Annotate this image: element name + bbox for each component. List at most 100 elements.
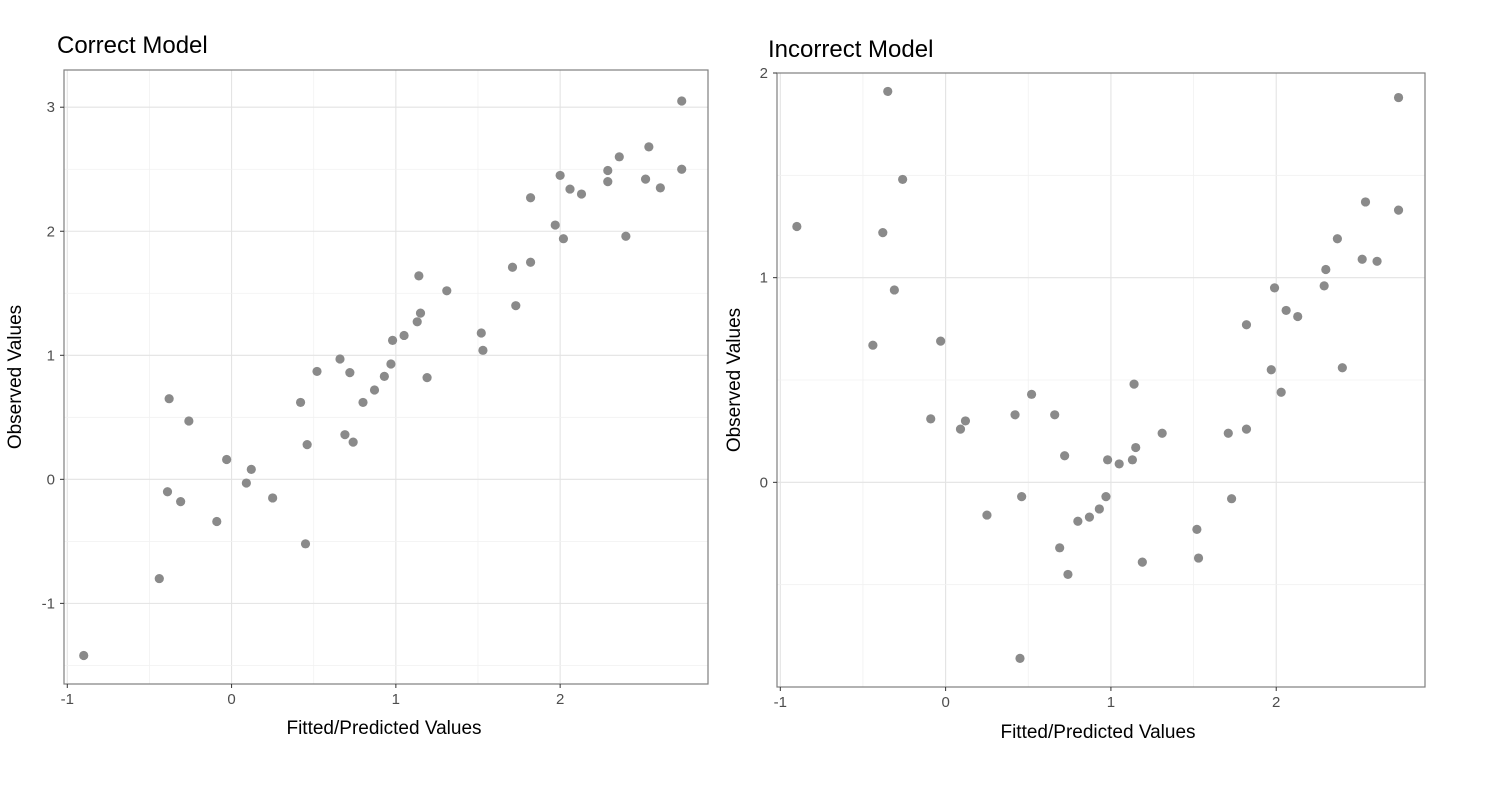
data-point <box>386 359 396 369</box>
data-point <box>476 328 486 338</box>
data-point <box>677 96 687 106</box>
x-tick-label: -1 <box>61 691 74 708</box>
data-point <box>302 440 312 450</box>
data-point <box>883 86 893 97</box>
data-point <box>1360 197 1371 207</box>
data-point <box>1372 256 1382 266</box>
data-point <box>1393 92 1404 103</box>
data-point <box>335 354 345 364</box>
data-point <box>1026 389 1037 399</box>
y-tick-label: 3 <box>47 99 55 116</box>
data-point <box>295 397 306 408</box>
data-point <box>422 373 432 383</box>
data-point <box>79 650 89 661</box>
data-point <box>576 189 587 199</box>
data-point <box>1226 494 1237 504</box>
data-point <box>644 142 654 152</box>
data-point <box>1055 543 1065 553</box>
data-point <box>677 164 687 174</box>
x-axis-title: Fitted/Predicted Values <box>286 718 481 739</box>
data-point <box>1094 504 1104 514</box>
data-point <box>507 262 518 272</box>
data-point <box>603 177 613 187</box>
y-tick-label: 1 <box>47 347 55 364</box>
data-point <box>1192 524 1202 535</box>
y-tick-label: 2 <box>760 65 768 82</box>
y-tick-label: -1 <box>42 595 55 612</box>
data-point <box>369 385 380 395</box>
data-point <box>1357 254 1367 264</box>
data-point <box>1319 281 1329 291</box>
data-point <box>640 174 651 184</box>
data-point <box>550 220 560 230</box>
x-tick-label: 0 <box>941 694 949 711</box>
data-point <box>1321 264 1331 275</box>
data-point <box>358 397 368 408</box>
data-point <box>348 437 358 447</box>
y-tick-label: 0 <box>47 471 55 488</box>
chart-title: Incorrect Model <box>768 36 933 63</box>
data-point <box>412 317 422 327</box>
data-point <box>1266 365 1276 375</box>
data-point <box>898 174 908 185</box>
data-point <box>414 271 424 281</box>
data-point <box>312 366 322 377</box>
data-point <box>154 573 164 584</box>
data-point <box>212 516 222 527</box>
data-point <box>1332 234 1342 244</box>
grid <box>777 72 1425 687</box>
data-point <box>399 330 409 341</box>
data-point <box>936 336 946 346</box>
data-point <box>525 257 536 267</box>
plot-frame <box>63 69 709 685</box>
x-tick-label: 1 <box>392 691 400 708</box>
data-point <box>1131 442 1141 453</box>
data-point <box>960 416 971 426</box>
data-point <box>1241 320 1252 330</box>
data-point <box>1101 492 1111 502</box>
data-point <box>1060 451 1070 461</box>
data-point <box>1393 205 1404 215</box>
data-point <box>1017 492 1027 502</box>
x-tick-label: 2 <box>1272 694 1280 711</box>
data-point <box>379 371 389 381</box>
x-axis-title: Fitted/Predicted Values <box>1000 722 1195 743</box>
data-point <box>300 539 311 549</box>
data-point <box>511 301 521 311</box>
data-point <box>222 454 232 465</box>
data-point <box>878 228 888 238</box>
data-points <box>79 96 687 661</box>
data-point <box>565 184 575 194</box>
data-point <box>1050 410 1060 420</box>
data-point <box>1281 305 1291 316</box>
data-point <box>955 424 966 434</box>
chart-title: Correct Model <box>57 32 208 59</box>
data-point <box>184 416 194 426</box>
data-point <box>1337 363 1347 373</box>
data-point <box>982 510 992 520</box>
x-tick-label: 0 <box>227 691 235 708</box>
y-axis-title: Observed Values <box>5 305 26 449</box>
data-point <box>268 493 278 503</box>
plot-frame <box>776 72 1426 688</box>
incorrect-model-panel: Incorrect Model -1 0 1 2 0 1 2 Fitted/Predicte… <box>724 36 1426 743</box>
x-tick-label: 2 <box>556 691 564 708</box>
data-point <box>162 487 173 497</box>
data-point <box>1010 410 1020 420</box>
y-axis-title: Observed Values <box>724 308 745 452</box>
data-point <box>1269 283 1280 293</box>
data-point <box>1129 379 1139 389</box>
data-point <box>241 478 251 488</box>
data-point <box>1157 428 1167 438</box>
y-tick-label: 2 <box>47 223 55 240</box>
data-point <box>1193 553 1204 563</box>
data-point <box>614 152 624 162</box>
data-point <box>1127 455 1138 465</box>
y-tick-label: 0 <box>760 474 768 491</box>
data-point <box>603 165 613 176</box>
correct-model-panel: Correct Model -1 0 1 2 -1 0 1 2 3 Fitted/Predict… <box>5 32 709 739</box>
data-point <box>1241 424 1252 434</box>
data-point <box>442 286 452 296</box>
data-point <box>246 464 256 475</box>
